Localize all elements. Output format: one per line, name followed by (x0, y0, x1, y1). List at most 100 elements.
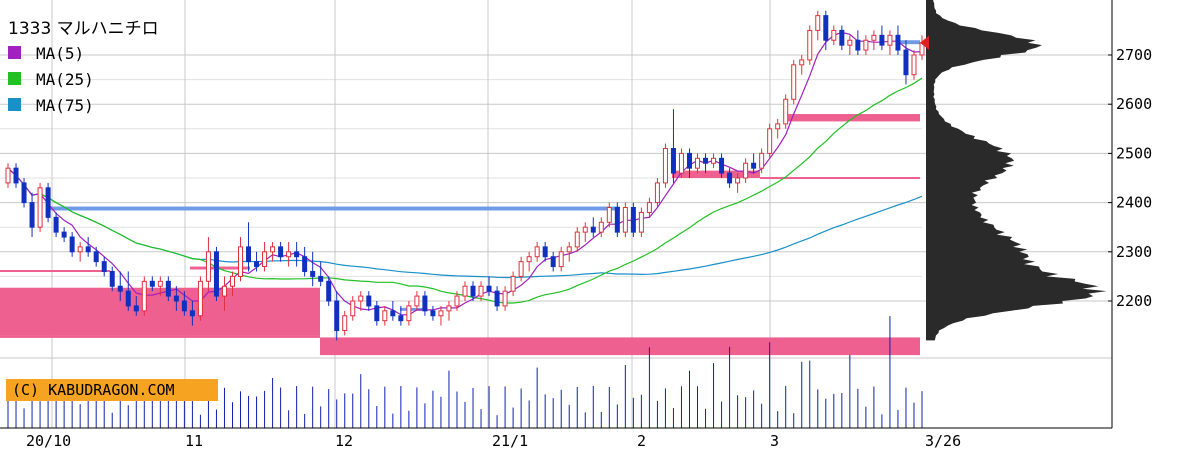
candle (462, 281, 468, 301)
candle (678, 148, 684, 178)
candle (759, 148, 765, 174)
candle-body (37, 187, 43, 228)
candle (590, 217, 596, 238)
candle-body (646, 202, 652, 213)
candle-body (558, 251, 564, 268)
candle-body (815, 15, 821, 31)
candle (77, 241, 83, 262)
candle-body (310, 270, 316, 277)
candle (414, 291, 420, 311)
candle-body (133, 305, 139, 312)
candle (542, 241, 548, 262)
candle-body (85, 246, 91, 253)
candle-body (286, 251, 292, 258)
candle (254, 251, 260, 272)
candle (101, 256, 107, 277)
resistance-line (48, 206, 620, 211)
candle (486, 276, 492, 297)
candle (189, 301, 195, 326)
candle (149, 276, 155, 292)
candle (446, 301, 452, 321)
candle (470, 281, 476, 301)
candle (37, 182, 43, 233)
candle (53, 212, 59, 238)
candle-body (759, 152, 765, 169)
candle-body (783, 98, 789, 125)
candle (69, 232, 75, 257)
candle-body (454, 295, 460, 307)
candle (558, 246, 564, 272)
candle-body (654, 182, 660, 204)
candle-body (767, 128, 773, 154)
candle-body (542, 246, 548, 258)
candle-body (366, 295, 372, 307)
y-tick-label: 2500 (1116, 144, 1152, 162)
candle-body (462, 285, 468, 297)
candle-body (334, 300, 340, 332)
candle (270, 241, 276, 262)
candle-body (590, 226, 596, 233)
candle (438, 305, 444, 326)
candle-body (518, 261, 524, 277)
candle (213, 246, 219, 301)
candle (791, 59, 797, 105)
candle (638, 207, 644, 238)
resistance-line (400, 307, 425, 311)
candle (839, 25, 845, 51)
candle-body (13, 167, 19, 184)
candle-body (727, 172, 733, 184)
candle-body (510, 275, 516, 292)
candle (847, 35, 853, 55)
candle-body (229, 275, 235, 287)
candle-body (526, 256, 532, 263)
candle-body (534, 246, 540, 258)
candle-body (695, 157, 701, 169)
candle-body (254, 261, 260, 268)
candle-body (566, 246, 572, 253)
candle-body (109, 270, 115, 287)
candle-body (743, 162, 749, 179)
legend-swatch-ma25 (8, 72, 21, 85)
gap-zone (760, 177, 920, 180)
candle-body (807, 29, 813, 61)
candle-body (45, 187, 51, 218)
gap-zone (0, 270, 110, 273)
candle-body (438, 310, 444, 317)
x-tick-label: 21/1 (492, 432, 528, 450)
gap-zone (190, 266, 250, 270)
candle (887, 30, 893, 55)
resistance-line (898, 40, 920, 45)
candle (157, 276, 163, 297)
candle (422, 291, 428, 316)
x-tick-label: 3 (770, 432, 779, 450)
candle-body (278, 246, 284, 258)
x-tick-label: 2 (637, 432, 646, 450)
gap-zone (672, 170, 760, 178)
candle-body (895, 34, 901, 51)
candle (286, 241, 292, 267)
candle-body (125, 290, 131, 307)
candle (743, 158, 749, 183)
candle (358, 291, 364, 311)
candle-body (871, 34, 877, 41)
y-tick-label: 2400 (1116, 194, 1152, 212)
candle (630, 202, 636, 238)
candle-body (149, 280, 155, 287)
candle (318, 261, 324, 287)
candle (871, 30, 877, 51)
candle (767, 123, 773, 159)
candle (502, 286, 508, 311)
candle (294, 241, 300, 267)
candle (61, 227, 67, 242)
candle-body (374, 305, 380, 322)
candle-body (342, 315, 348, 332)
candle (109, 266, 115, 292)
candle-body (302, 256, 308, 272)
candle (302, 246, 308, 277)
y-tick-label: 2700 (1116, 46, 1152, 64)
candle (382, 305, 388, 326)
candle-body (5, 167, 11, 184)
candle-body (719, 157, 725, 174)
candle-body (61, 231, 67, 238)
candle-body (622, 207, 628, 233)
